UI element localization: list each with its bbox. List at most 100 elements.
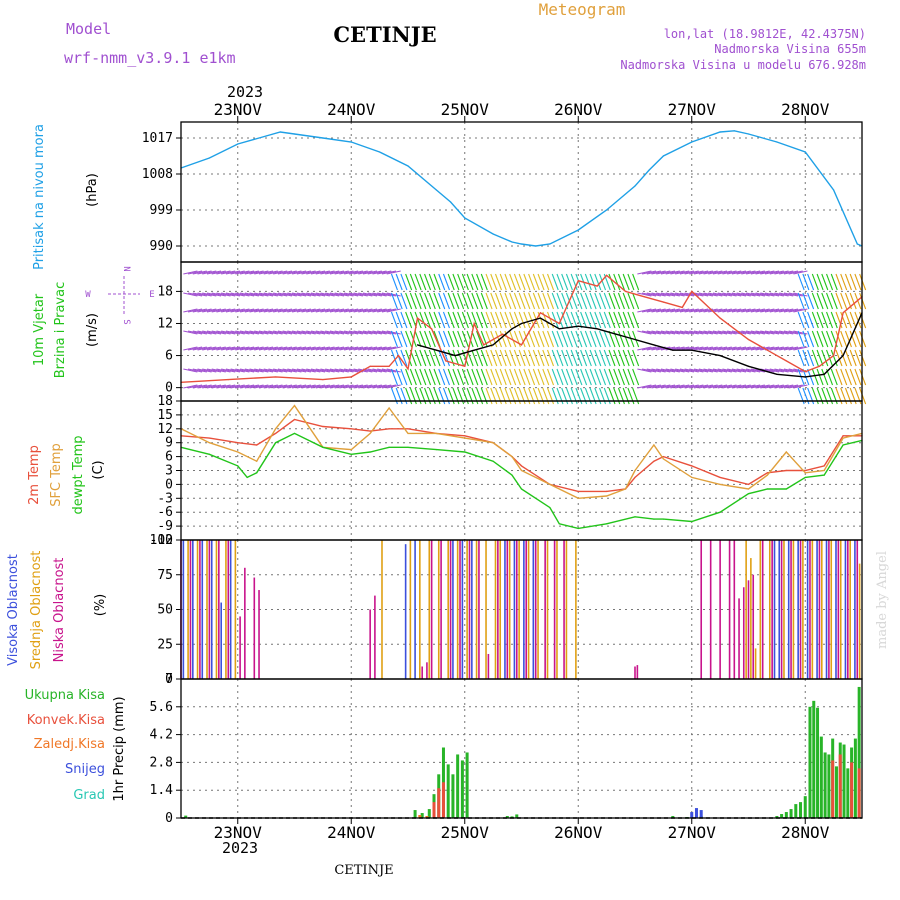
wind-point (416, 344, 419, 346)
wind-point (350, 376, 352, 378)
wind-barb (414, 292, 422, 310)
cloud-bar (634, 666, 636, 679)
wind-barb (637, 330, 652, 335)
temperature-point (520, 469, 523, 472)
precip-panel-frame (180, 678, 863, 819)
wind-barb (826, 273, 834, 291)
wind-barb (225, 330, 241, 335)
wind-barb (206, 292, 222, 297)
wind-barb (329, 270, 345, 275)
wind-barb (353, 308, 368, 313)
wind-barb (708, 346, 723, 351)
temperature-point (492, 442, 494, 444)
wind-barb (528, 330, 536, 348)
cloud-bar (787, 540, 790, 679)
wind-barb (358, 270, 373, 275)
wind-barb (230, 270, 245, 275)
cloud-bar (747, 580, 750, 679)
wind-barb (292, 308, 307, 313)
cloud-bar (844, 540, 847, 679)
wind-barb (235, 330, 250, 335)
wind-barb (348, 308, 364, 313)
wind-barb (405, 273, 413, 291)
wind-point (719, 317, 721, 319)
wind-barb (793, 346, 808, 351)
wind-barb (651, 384, 666, 389)
temperature-point (407, 432, 409, 435)
precip-legend-freezing: Zaledj.Kisa (34, 737, 105, 752)
cloud-bar (556, 540, 558, 679)
wind-barb (476, 292, 484, 310)
wind-barb (546, 292, 555, 310)
wind-barb (277, 308, 293, 313)
temperature-point (435, 432, 437, 435)
precip-bar (418, 815, 422, 818)
wind-barb (239, 346, 255, 351)
wind-barb (783, 330, 799, 335)
wind-barb (646, 330, 661, 335)
wind-barb (377, 270, 392, 275)
wind-barb (390, 349, 398, 367)
wind-barb (584, 368, 592, 386)
year-top: 2023 (227, 83, 263, 101)
wind-barb (769, 384, 784, 389)
wind-barb (811, 349, 819, 367)
wind-barb (637, 346, 652, 351)
wind-barb (532, 330, 540, 348)
temperature-point (435, 449, 437, 451)
wind-barb (471, 368, 479, 386)
wind-barb (575, 292, 583, 310)
wind-barb (584, 292, 592, 310)
precip-bar (794, 804, 798, 818)
wind-point (823, 373, 825, 375)
temperature-point (237, 465, 239, 467)
wind-barb (235, 308, 250, 313)
wind-barb (325, 308, 340, 313)
wind-barb (409, 368, 417, 386)
wind-point (804, 370, 806, 373)
y-tick-label: 0 (165, 477, 173, 492)
cloud-bar (447, 540, 449, 679)
wind-barb (556, 368, 564, 386)
wind-barb (221, 368, 236, 373)
lonlat-text: lon,lat (18.9812E, 42.4375N) (664, 27, 866, 41)
wind-barb (273, 330, 288, 335)
wind-point (492, 344, 494, 346)
wind-barb (221, 308, 236, 313)
wind-barb (192, 292, 207, 297)
wind-barb (216, 384, 231, 389)
wind-barb (811, 311, 819, 329)
pressure-series-line-0 (180, 130, 863, 247)
wind-barb (282, 384, 297, 389)
pressure-point (634, 185, 636, 187)
wind-barb (632, 368, 640, 386)
wind-barb (779, 384, 794, 389)
wind-point (388, 365, 390, 367)
wind-barb (575, 311, 583, 329)
temperature-point (350, 449, 352, 451)
y-tick-label: 100 (150, 533, 173, 548)
cloud-bar (404, 544, 407, 679)
wind-barb (424, 311, 432, 329)
temperature-point (388, 446, 390, 448)
wind-barb (603, 368, 611, 386)
wind-barb (675, 368, 690, 373)
compass-icon: W E N S (85, 266, 154, 324)
wind-barb (797, 273, 805, 291)
wind-barb (296, 270, 311, 275)
wind-barb (287, 368, 302, 373)
temperature-point (719, 476, 721, 479)
wind-barb (494, 311, 503, 329)
precip-bar (838, 754, 842, 818)
wind-barb (325, 330, 340, 335)
wind-barb (386, 270, 401, 275)
cloud-bar (553, 540, 556, 679)
cloud-bar (192, 540, 194, 679)
wind-barb (816, 368, 824, 386)
cloud-bar (201, 540, 204, 679)
wind-barb (202, 330, 217, 335)
wind-barb (244, 270, 259, 275)
wind-barb (230, 330, 245, 335)
wind-point (558, 322, 560, 325)
